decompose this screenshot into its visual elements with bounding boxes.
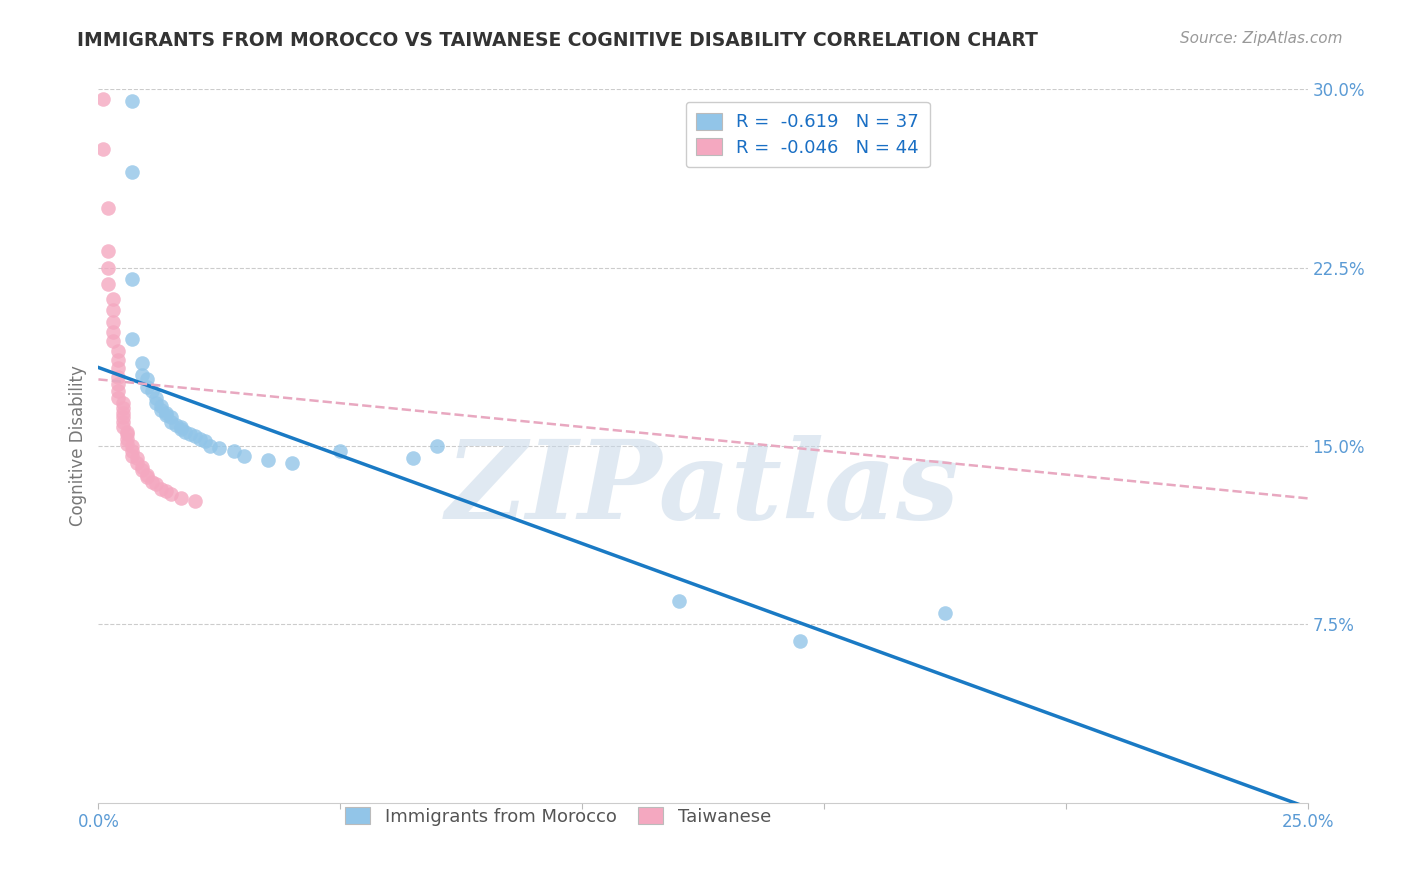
- Point: [194, 434, 217, 449]
- Point: [329, 443, 352, 458]
- Point: [107, 377, 129, 392]
- Point: [145, 396, 167, 410]
- Point: [97, 201, 120, 215]
- Point: [127, 450, 149, 465]
- Point: [121, 272, 143, 286]
- Point: [117, 432, 139, 446]
- Point: [121, 439, 143, 453]
- Point: [97, 260, 120, 275]
- Point: [111, 406, 134, 420]
- Point: [107, 353, 129, 368]
- Point: [107, 360, 129, 375]
- Point: [208, 442, 231, 456]
- Point: [101, 292, 124, 306]
- Point: [141, 384, 163, 399]
- Point: [127, 456, 149, 470]
- Point: [97, 277, 120, 292]
- Point: [179, 427, 201, 442]
- Point: [121, 165, 143, 179]
- Point: [117, 436, 139, 450]
- Point: [174, 425, 197, 439]
- Point: [150, 482, 173, 496]
- Point: [184, 493, 207, 508]
- Point: [111, 420, 134, 434]
- Point: [169, 491, 191, 506]
- Point: [281, 456, 304, 470]
- Text: Source: ZipAtlas.com: Source: ZipAtlas.com: [1180, 31, 1343, 46]
- Point: [222, 443, 245, 458]
- Point: [107, 370, 129, 384]
- Point: [165, 417, 187, 432]
- Point: [121, 449, 143, 463]
- Point: [91, 142, 114, 156]
- Point: [256, 453, 278, 467]
- Point: [111, 396, 134, 410]
- Point: [141, 475, 163, 489]
- Point: [107, 392, 129, 406]
- Point: [160, 415, 183, 429]
- Point: [111, 401, 134, 415]
- Point: [169, 422, 191, 436]
- Point: [145, 392, 167, 406]
- Point: [131, 460, 153, 475]
- Point: [402, 450, 425, 465]
- Text: IMMIGRANTS FROM MOROCCO VS TAIWANESE COGNITIVE DISABILITY CORRELATION CHART: IMMIGRANTS FROM MOROCCO VS TAIWANESE COG…: [77, 31, 1038, 50]
- Point: [91, 92, 114, 106]
- Point: [117, 425, 139, 439]
- Point: [160, 486, 183, 500]
- Point: [131, 368, 153, 382]
- Point: [169, 420, 191, 434]
- Point: [789, 634, 811, 648]
- Point: [155, 406, 177, 420]
- Point: [184, 429, 207, 443]
- Point: [97, 244, 120, 258]
- Point: [135, 379, 157, 393]
- Point: [107, 343, 129, 358]
- Point: [135, 467, 157, 482]
- Point: [111, 415, 134, 429]
- Point: [121, 332, 143, 346]
- Y-axis label: Cognitive Disability: Cognitive Disability: [69, 366, 87, 526]
- Point: [155, 484, 177, 499]
- Point: [145, 477, 167, 491]
- Point: [101, 303, 124, 318]
- Point: [107, 384, 129, 399]
- Point: [135, 470, 157, 484]
- Point: [155, 408, 177, 422]
- Point: [135, 372, 157, 386]
- Legend: Immigrants from Morocco, Taiwanese: Immigrants from Morocco, Taiwanese: [337, 800, 779, 833]
- Point: [232, 449, 254, 463]
- Text: ZIPatlas: ZIPatlas: [446, 435, 960, 542]
- Point: [101, 334, 124, 349]
- Point: [188, 432, 211, 446]
- Point: [668, 593, 690, 607]
- Point: [150, 399, 173, 413]
- Point: [111, 410, 134, 425]
- Point: [101, 325, 124, 339]
- Point: [160, 410, 183, 425]
- Point: [121, 443, 143, 458]
- Point: [934, 606, 956, 620]
- Point: [121, 94, 143, 108]
- Point: [198, 439, 221, 453]
- Point: [131, 356, 153, 370]
- Point: [101, 315, 124, 329]
- Point: [426, 439, 449, 453]
- Point: [117, 427, 139, 442]
- Point: [150, 403, 173, 417]
- Point: [131, 463, 153, 477]
